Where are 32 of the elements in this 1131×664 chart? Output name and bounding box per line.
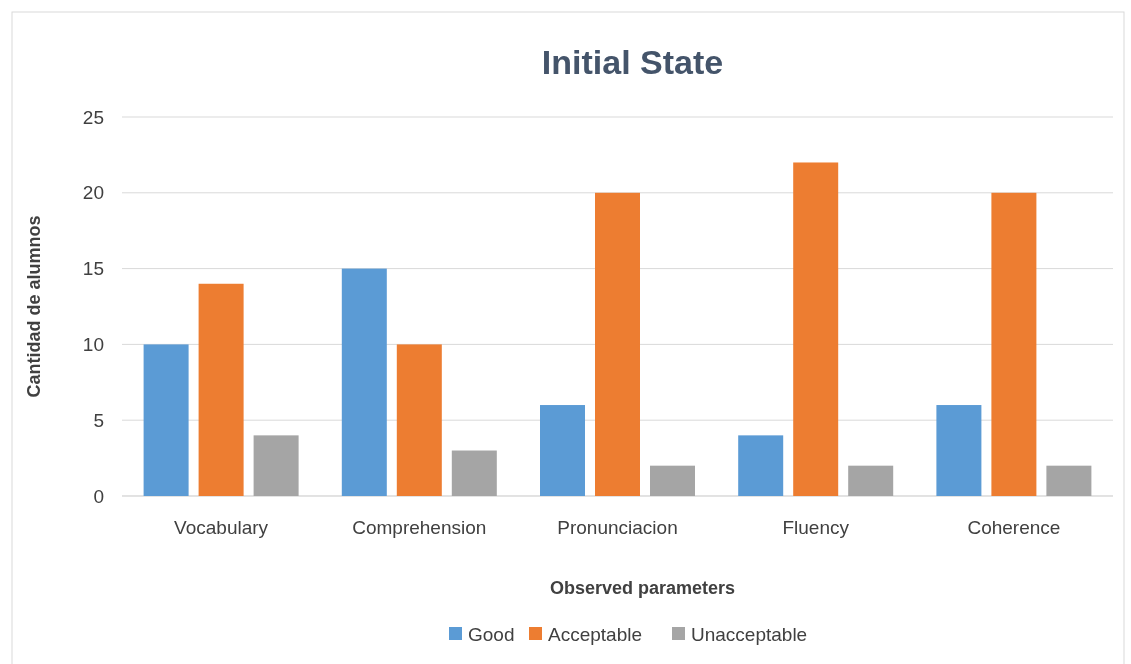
y-tick-label: 0 xyxy=(93,485,104,507)
y-tick-label: 5 xyxy=(93,409,104,431)
bar xyxy=(198,283,244,496)
legend-label: Good xyxy=(468,623,515,645)
bar xyxy=(793,162,839,496)
x-tick-label: Fluency xyxy=(782,517,850,538)
bar xyxy=(848,465,894,496)
bar xyxy=(341,268,387,496)
y-axis-title: Cantidad de alumnos xyxy=(24,215,44,398)
legend-label: Unacceptable xyxy=(691,623,808,645)
bar xyxy=(936,405,982,496)
bar xyxy=(143,344,189,496)
bar xyxy=(396,344,442,496)
bar xyxy=(738,435,784,496)
bar xyxy=(991,192,1037,496)
x-tick-label: Pronunciacion xyxy=(557,517,678,538)
bar xyxy=(451,450,497,496)
bar xyxy=(650,465,695,496)
y-tick-label: 25 xyxy=(82,106,104,128)
bar xyxy=(540,405,585,496)
x-axis-title: Observed parameters xyxy=(549,578,736,598)
x-tick-label: Comprehension xyxy=(352,517,487,538)
legend-label: Acceptable xyxy=(548,623,643,645)
x-tick-label: Vocabulary xyxy=(174,517,269,538)
y-tick-label: 10 xyxy=(82,334,104,356)
bar xyxy=(1046,465,1092,496)
bar xyxy=(595,192,640,496)
y-tick-label: 20 xyxy=(82,182,104,204)
chart-title: Initial State xyxy=(541,43,724,81)
y-tick-label: 15 xyxy=(82,258,104,280)
bar xyxy=(253,435,299,496)
x-tick-label: Coherence xyxy=(967,517,1061,538)
